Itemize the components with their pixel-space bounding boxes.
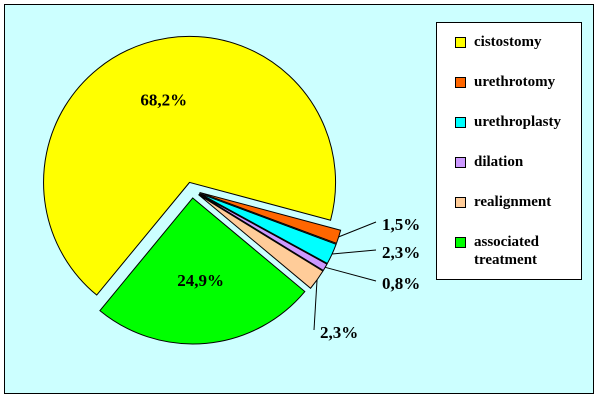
- leader-line: [338, 221, 377, 238]
- legend-swatch: [455, 37, 466, 48]
- data-label: 68,2%: [140, 91, 187, 110]
- legend-item: urethrotomy: [455, 73, 575, 113]
- legend-item: associated treatment: [455, 233, 575, 273]
- legend-label: urethrotomy: [474, 74, 556, 90]
- legend-swatch: [455, 197, 466, 208]
- legend-label: dilation: [474, 154, 524, 170]
- legend-label: cistostomy: [474, 34, 542, 50]
- data-label: 24,9%: [177, 271, 224, 290]
- legend-item: dilation: [455, 153, 575, 193]
- legend-swatch: [455, 77, 466, 88]
- pie-slice: [43, 35, 337, 296]
- pie-slice: [199, 191, 342, 245]
- leader-line: [332, 249, 377, 255]
- data-label: 1,5%: [382, 215, 420, 234]
- legend-swatch: [455, 117, 466, 128]
- legend-label: associated treatment: [474, 234, 539, 268]
- leader-line: [325, 266, 377, 282]
- data-label: 0,8%: [382, 274, 420, 293]
- legend-item: realignment: [455, 193, 575, 233]
- pie-slice: [99, 197, 306, 345]
- pie-slice: [198, 193, 328, 272]
- data-label: 2,3%: [320, 323, 358, 342]
- legend-label: urethroplasty: [474, 114, 561, 130]
- pie-slice: [198, 194, 324, 289]
- legend-item: urethroplasty: [455, 113, 575, 153]
- legend-swatch: [455, 157, 466, 168]
- leader-line: [313, 279, 318, 331]
- legend: cistostomy urethrotomy urethroplasty dilati…: [436, 22, 582, 280]
- legend-label: realignment: [474, 194, 552, 210]
- legend-item: cistostomy: [455, 33, 575, 73]
- legend-swatch: [455, 237, 466, 248]
- data-label: 2,3%: [382, 243, 420, 262]
